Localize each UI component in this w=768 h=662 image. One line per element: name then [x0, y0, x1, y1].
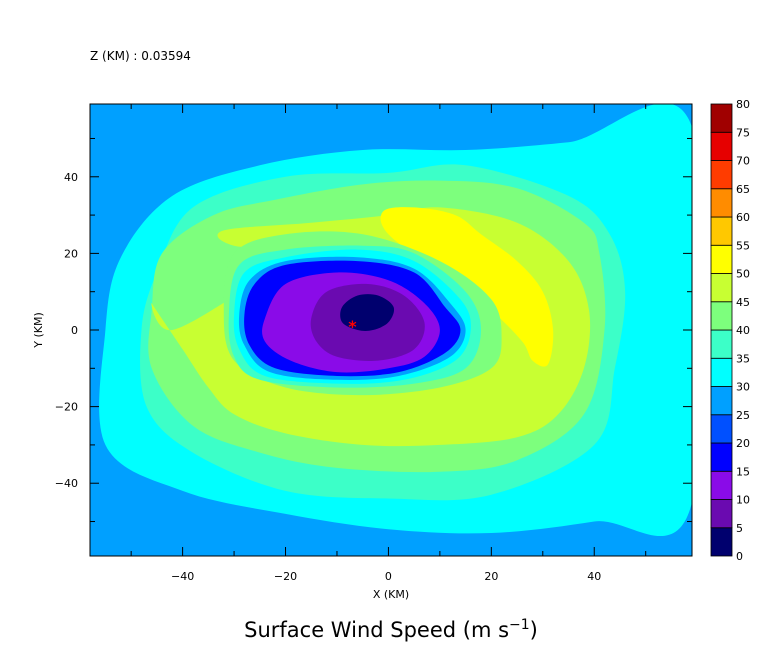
colorbar-swatch-5 [710, 499, 733, 529]
x-tick-label: −40 [171, 570, 194, 583]
colorbar-swatch-40 [710, 301, 733, 331]
y-tick-label: −20 [55, 401, 78, 414]
colorbar-label: 55 [736, 239, 750, 252]
colorbar-label: 30 [736, 381, 750, 394]
y-tick-label: 20 [64, 247, 78, 260]
colorbar-swatch-10 [710, 470, 733, 500]
colorbar-label: 70 [736, 155, 750, 168]
axis-ticks: −40 −20 0 20 40 −40 −20 0 20 40 [55, 104, 692, 583]
colorbar-label: 45 [736, 296, 750, 309]
colorbar-swatch-60 [710, 188, 733, 218]
colorbar-label: 65 [736, 183, 750, 196]
chart-title: Surface Wind Speed (m s−1) [244, 617, 538, 642]
x-tick-label: 40 [587, 570, 601, 583]
x-axis-label: X (KM) [373, 588, 409, 601]
colorbar-label: 25 [736, 409, 750, 422]
colorbar-label: 80 [736, 98, 750, 111]
colorbar-label: 50 [736, 268, 750, 281]
colorbar-label: 15 [736, 465, 750, 478]
colorbar-swatch-45 [710, 273, 733, 303]
y-tick-label: 0 [71, 324, 78, 337]
colorbar-label: 10 [736, 494, 750, 507]
colorbar-swatch-30 [710, 357, 733, 387]
height-header: Z (KM) : 0.03594 [90, 49, 191, 63]
chart-title-exponent: −1 [509, 617, 530, 633]
colorbar-label: 5 [736, 522, 743, 535]
colorbar-swatch-75 [710, 103, 733, 133]
contour-fills [90, 104, 692, 556]
colorbar-swatch-25 [710, 386, 733, 416]
colorbar-label: 40 [736, 324, 750, 337]
colorbar-label: 35 [736, 352, 750, 365]
colorbar-swatch-65 [710, 160, 733, 190]
x-tick-label: 20 [484, 570, 498, 583]
y-axis-label: Y (KM) [32, 312, 45, 349]
chart-title-main: Surface Wind Speed (m s [244, 618, 509, 642]
colorbar-swatch-35 [710, 329, 733, 359]
storm-center-marker: * [348, 317, 357, 336]
y-tick-label: 40 [64, 171, 78, 184]
x-tick-label: −20 [274, 570, 297, 583]
colorbar-swatch-15 [710, 442, 733, 472]
colorbar-swatch-0 [710, 527, 733, 557]
colorbar-swatch-70 [710, 131, 733, 161]
colorbar-label: 75 [736, 126, 750, 139]
colorbar-label: 60 [736, 211, 750, 224]
colorbar-swatch-50 [710, 244, 733, 274]
colorbar-swatch-20 [710, 414, 733, 444]
colorbar: 0 5 10 15 20 25 30 35 40 45 50 55 60 65 70 75 80 [710, 98, 750, 563]
y-tick-label: −40 [55, 477, 78, 490]
x-tick-label: 0 [385, 570, 392, 583]
chart-title-close: ) [530, 618, 538, 642]
contour-region-0-14 [340, 294, 395, 331]
plot-area: * −40 −20 0 20 40 −40 −20 0 20 40 [55, 103, 693, 583]
colorbar-swatch-55 [710, 216, 733, 246]
colorbar-label: 0 [736, 550, 743, 563]
colorbar-label: 20 [736, 437, 750, 450]
